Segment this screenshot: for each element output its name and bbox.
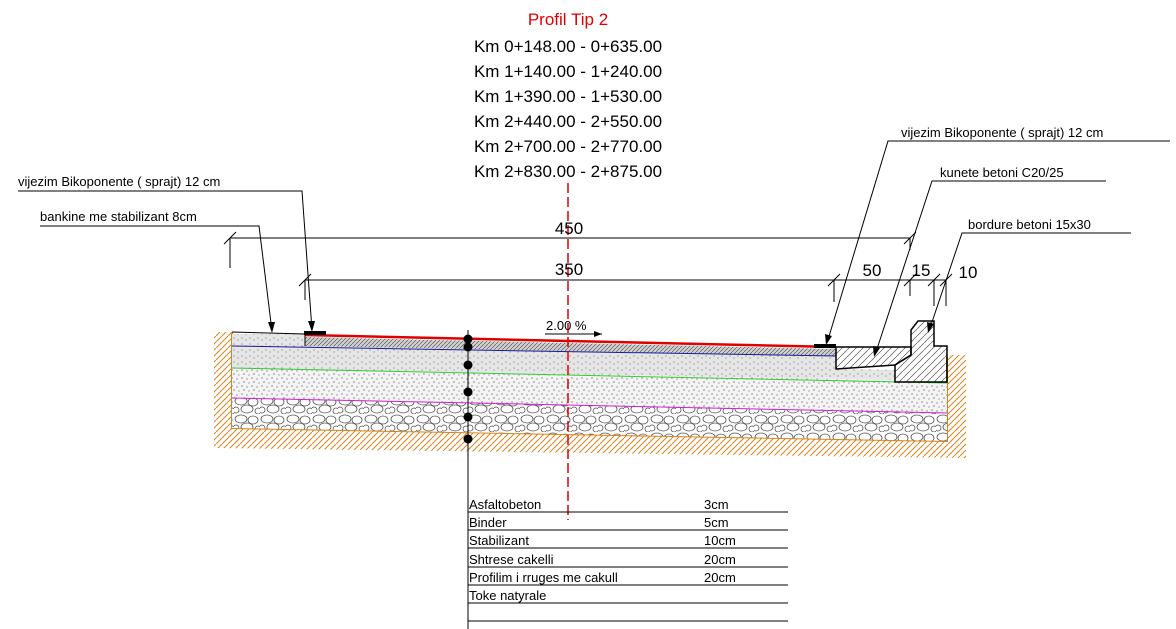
dimension-total: 450: [555, 219, 583, 238]
label-curb: bordure betoni 15x30: [968, 217, 1091, 232]
layer-name: Shtrese cakelli: [469, 552, 554, 567]
callout-curb: bordure betoni 15x30: [927, 217, 1131, 333]
right-road-marking: [814, 344, 836, 348]
km-range: Km 1+140.00 - 1+240.00: [474, 62, 662, 81]
stabilizant-boundary-line: [231, 367, 948, 384]
slope-label: 2.00 %: [546, 318, 587, 333]
dimension-carriageway: 350: [555, 260, 583, 279]
dimension-curb-b: 10: [959, 263, 978, 282]
gravel-boundary-line: [231, 397, 948, 414]
km-range: Km 2+830.00 - 2+875.00: [474, 162, 662, 181]
layer-thickness: 20cm: [704, 552, 736, 567]
label-shoulder: bankine me stabilizant 8cm: [40, 209, 197, 224]
dimension-gutter: 50: [863, 261, 882, 280]
layer-marker-dots: [463, 334, 473, 444]
layer-name: Profilim i rruges me cakull: [469, 570, 618, 585]
callout-gutter: kunete betoni C20/25: [873, 165, 1106, 357]
layer-thickness: 20cm: [704, 570, 736, 585]
callout-shoulder: bankine me stabilizant 8cm: [40, 209, 275, 333]
concrete-curb: [894, 320, 948, 383]
binder-layer: [305, 337, 836, 356]
label-right-marking: vijezim Bikoponente ( sprajt) 12 cm: [901, 125, 1103, 140]
dimension-350: [298, 273, 953, 306]
km-range: Km 2+700.00 - 2+770.00: [474, 137, 662, 156]
callout-left-marking: vijezim Bikoponente ( sprajt) 12 cm: [18, 174, 315, 332]
layer-legend: Asfaltobeton 3cm Binder 5cm Stabilizant …: [468, 497, 788, 622]
km-ranges: Km 0+148.00 - 0+635.00 Km 1+140.00 - 1+2…: [474, 37, 662, 181]
km-range: Km 1+390.00 - 1+530.00: [474, 87, 662, 106]
label-gutter: kunete betoni C20/25: [940, 165, 1064, 180]
callout-right-marking: vijezim Bikoponente ( sprajt) 12 cm: [825, 125, 1170, 345]
left-road-marking: [304, 331, 326, 335]
layer-thickness: 3cm: [704, 497, 729, 512]
layer-name: Stabilizant: [469, 533, 529, 548]
stabilizant-layer: [232, 334, 895, 380]
layer-name: Binder: [469, 515, 507, 530]
label-left-marking: vijezim Bikoponente ( sprajt) 12 cm: [18, 174, 220, 189]
slope-arrow-head: [594, 331, 602, 337]
dimension-curb-a: 15: [912, 261, 931, 280]
binder-boundary-line: [231, 345, 837, 357]
km-range: Km 2+440.00 - 2+550.00: [474, 112, 662, 131]
layer-name: Asfaltobeton: [469, 497, 541, 512]
asphalt-layer: [304, 333, 837, 349]
km-range: Km 0+148.00 - 0+635.00: [474, 37, 662, 56]
layer-thickness: 5cm: [704, 515, 729, 530]
gravel-profiling-layer: [232, 398, 947, 441]
drawing-title: Profil Tip 2: [528, 10, 608, 29]
layer-name: Toke natyrale: [469, 588, 546, 603]
layer-thickness: 10cm: [704, 533, 736, 548]
